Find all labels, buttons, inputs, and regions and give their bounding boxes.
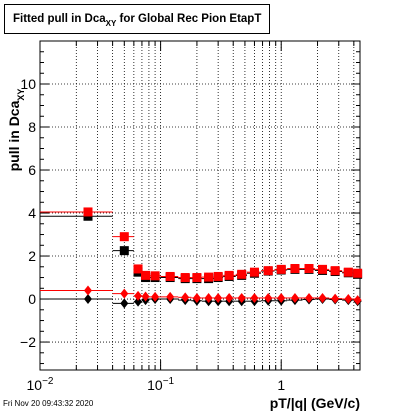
data-point-square bbox=[263, 266, 273, 276]
data-point-diamond bbox=[318, 292, 327, 303]
data-point-diamond bbox=[331, 293, 340, 304]
data-point-diamond bbox=[192, 292, 201, 303]
y-axis-title: pull in DcaXY bbox=[6, 89, 26, 172]
data-point-square bbox=[353, 268, 363, 278]
data-point-diamond bbox=[305, 292, 314, 303]
data-point-diamond bbox=[237, 292, 246, 303]
data-point-diamond bbox=[134, 296, 143, 307]
data-point-diamond bbox=[264, 292, 273, 303]
timestamp-footer: Fri Nov 20 09:43:32 2020 bbox=[3, 399, 94, 408]
x-tick-label: 10−1 bbox=[147, 376, 174, 393]
y-tick-label: 4 bbox=[28, 205, 36, 221]
data-point-diamond bbox=[166, 291, 175, 302]
data-point-square bbox=[343, 267, 353, 277]
data-point-square bbox=[83, 207, 93, 217]
x-tick-label: 10−2 bbox=[27, 376, 54, 393]
data-point-square bbox=[213, 271, 223, 281]
data-point-diamond bbox=[353, 295, 362, 306]
y-tick-label: 6 bbox=[28, 162, 36, 178]
data-point-square bbox=[180, 273, 190, 283]
y-tick-label: 10 bbox=[20, 76, 36, 92]
data-point-diamond bbox=[225, 292, 234, 303]
data-point-diamond bbox=[250, 292, 259, 303]
data-point-square bbox=[290, 264, 300, 274]
data-point-square bbox=[249, 267, 259, 277]
data-point-diamond bbox=[181, 292, 190, 303]
data-point-square bbox=[150, 271, 160, 281]
plot-frame bbox=[39, 40, 361, 371]
data-marks bbox=[40, 207, 363, 309]
chart-title: Fitted pull in DcaXY for Global Rec Pion… bbox=[13, 13, 262, 28]
grid-lines bbox=[40, 41, 360, 370]
data-point-square bbox=[318, 264, 328, 274]
data-point-diamond bbox=[214, 292, 223, 303]
data-point-square bbox=[192, 273, 202, 283]
data-point-diamond bbox=[83, 294, 92, 305]
x-tick-label: 1 bbox=[277, 377, 285, 393]
chart-title-box: Fitted pull in DcaXY for Global Rec Pion… bbox=[4, 4, 270, 34]
y-tick-label: −2 bbox=[20, 334, 36, 350]
data-point-square bbox=[276, 264, 286, 274]
data-point-square bbox=[141, 270, 151, 280]
data-point-square bbox=[119, 246, 129, 256]
data-point-square bbox=[304, 264, 314, 274]
y-tick-label: 8 bbox=[28, 119, 36, 135]
data-point-square bbox=[165, 271, 175, 281]
data-point-diamond bbox=[141, 291, 150, 302]
data-point-square bbox=[330, 266, 340, 276]
data-point-diamond bbox=[120, 288, 129, 299]
data-point-diamond bbox=[290, 292, 299, 303]
data-point-diamond bbox=[134, 290, 143, 301]
data-point-square bbox=[237, 269, 247, 279]
data-point-diamond bbox=[120, 298, 129, 309]
y-tick-label: 2 bbox=[28, 248, 36, 264]
x-axis-title: pT/|q| (GeV/c) bbox=[270, 395, 360, 411]
axis-ticks bbox=[39, 41, 360, 370]
data-point-diamond bbox=[204, 292, 213, 303]
tick-labels: −2 0 2 4 6 8 10 10−2 10−1 1 bbox=[20, 76, 285, 393]
data-point-square bbox=[224, 270, 234, 280]
data-point-diamond bbox=[151, 291, 160, 302]
data-point-diamond bbox=[83, 285, 92, 296]
data-point-diamond bbox=[344, 294, 353, 305]
data-point-diamond bbox=[277, 292, 286, 303]
data-point-square bbox=[204, 272, 214, 282]
y-tick-label: 0 bbox=[28, 291, 36, 307]
data-point-square bbox=[133, 264, 143, 274]
data-point-square bbox=[119, 232, 129, 242]
